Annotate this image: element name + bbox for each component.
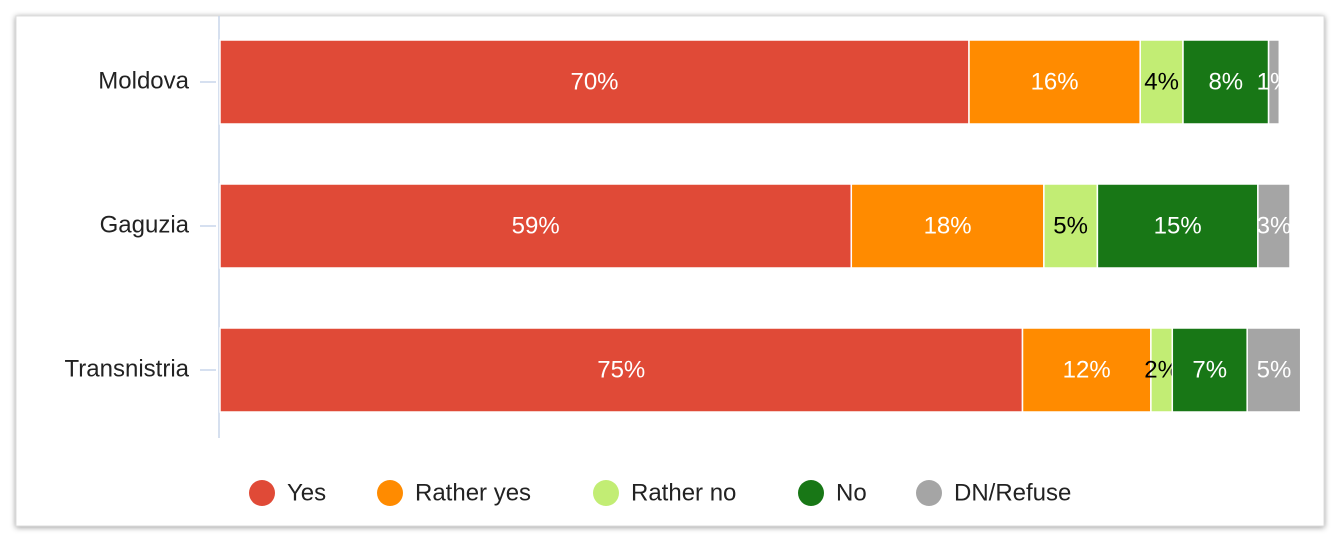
bar-segment — [1043, 183, 1099, 269]
bar-segment — [219, 39, 970, 125]
legend-label: Yes — [287, 479, 326, 506]
bar-segment — [968, 39, 1141, 125]
data-label: 59% — [512, 212, 560, 239]
data-label: 18% — [924, 212, 972, 239]
bar-segment — [1171, 327, 1248, 413]
legend-label: DN/Refuse — [954, 479, 1071, 506]
data-label: 8% — [1208, 68, 1243, 95]
legend-marker — [593, 480, 619, 506]
bar-segment — [1257, 183, 1291, 269]
legend-label: Rather yes — [415, 479, 531, 506]
bar-segment — [1267, 39, 1281, 125]
bar-segment — [1021, 327, 1152, 413]
bar-segment — [219, 327, 1024, 413]
y-tick-label: Gaguzia — [100, 211, 190, 238]
data-label: 70% — [570, 68, 618, 95]
data-label: 12% — [1063, 356, 1111, 383]
bar-segment — [1139, 39, 1184, 125]
data-label: 5% — [1257, 356, 1292, 383]
legend-marker — [916, 480, 942, 506]
bar-segment — [850, 183, 1045, 269]
legend-marker — [377, 480, 403, 506]
data-label: 7% — [1192, 356, 1227, 383]
y-tick-label: Transnistria — [65, 355, 190, 382]
bar-segment — [219, 183, 853, 269]
data-label: 3% — [1257, 212, 1292, 239]
legend-marker — [798, 480, 824, 506]
data-label: 5% — [1053, 212, 1088, 239]
legend-label: No — [836, 479, 867, 506]
data-label: 75% — [597, 356, 645, 383]
legend-label: Rather no — [631, 479, 736, 506]
data-label: 1% — [1257, 68, 1292, 95]
data-label: 15% — [1154, 212, 1202, 239]
legend-marker — [249, 480, 275, 506]
data-label: 16% — [1031, 68, 1079, 95]
bar-segment — [1246, 327, 1302, 413]
data-label: 4% — [1144, 68, 1179, 95]
y-tick-label: Moldova — [98, 67, 189, 94]
bar-segment — [1096, 183, 1259, 269]
